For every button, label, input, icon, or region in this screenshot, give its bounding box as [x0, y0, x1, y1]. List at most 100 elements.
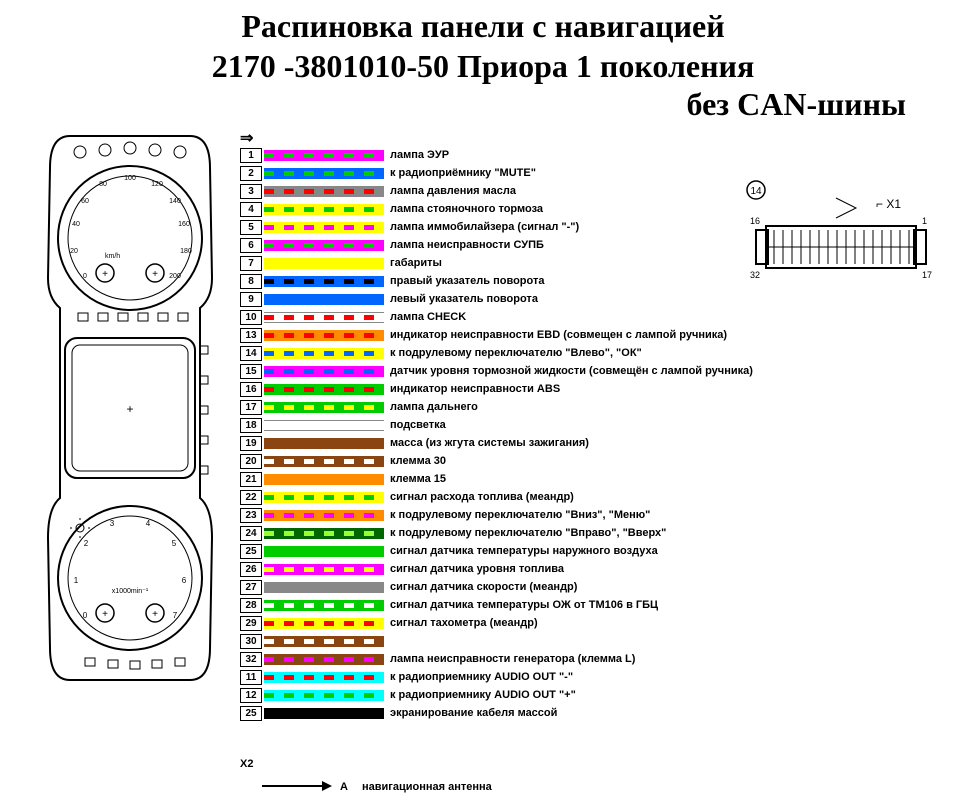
- pin-number: 11: [240, 670, 262, 685]
- svg-text:5: 5: [172, 539, 177, 548]
- connector-label: ⌐ X1: [876, 197, 901, 211]
- wire-color: [264, 672, 384, 683]
- pin-row: 29сигнал тахометра (меандр): [240, 614, 753, 632]
- pin-row: 9левый указатель поворота: [240, 290, 753, 308]
- pin-row: 17лампа дальнего: [240, 398, 753, 416]
- pin-number: 13: [240, 328, 262, 343]
- title-line2: 2170 -3801010-50 Приора 1 поколения: [0, 46, 966, 86]
- pin-row: 19 масса (из жгута системы зажигания): [240, 434, 753, 452]
- svg-text:+: +: [102, 269, 108, 280]
- pin-row: 10лампа CHECK: [240, 308, 753, 326]
- svg-text:km/h: km/h: [105, 253, 120, 260]
- svg-text:60: 60: [81, 198, 89, 205]
- pin-number: 1: [240, 148, 262, 163]
- svg-text:2: 2: [84, 539, 89, 548]
- wire-color: [264, 186, 384, 197]
- pin-label: сигнал датчика уровня топлива: [390, 563, 564, 575]
- pin-row: 1 лампа ЭУР: [240, 146, 753, 164]
- wire-color: [264, 330, 384, 341]
- wire-color: [264, 708, 384, 719]
- pin-label: сигнал расхода топлива (меандр): [390, 491, 574, 503]
- conn-bottom-right: 17: [922, 270, 932, 280]
- wire-color: [264, 636, 384, 647]
- diagram-title: Распиновка панели с навигацией 2170 -380…: [0, 0, 966, 124]
- pin-label: к подрулевому переключателю "Вправо", "В…: [390, 527, 666, 539]
- wire-color: [264, 492, 384, 503]
- svg-text:0: 0: [83, 611, 88, 620]
- pin-row: 7 габариты: [240, 254, 753, 272]
- wire-color: [264, 384, 384, 395]
- pin-row: 26 сигнал датчика уровня топлива: [240, 560, 753, 578]
- svg-text:80: 80: [99, 181, 107, 188]
- pin-row: 30: [240, 632, 753, 650]
- pin-label: экранирование кабеля массой: [390, 707, 557, 719]
- pin-label: габариты: [390, 257, 442, 269]
- pin-label: сигнал тахометра (меандр): [390, 617, 538, 629]
- pin-row: 22сигнал расхода топлива (меандр): [240, 488, 753, 506]
- pin-number: 16: [240, 382, 262, 397]
- pin-label: лампа иммобилайзера (сигнал "-"): [390, 221, 579, 233]
- pin-number: 7: [240, 256, 262, 271]
- pin-number: 20: [240, 454, 262, 469]
- svg-text:3: 3: [110, 519, 115, 528]
- antenna-text: навигационная антенна: [362, 781, 493, 793]
- pin-row: 13индикатор неисправности EBD (совмещен …: [240, 326, 753, 344]
- pin-row: 14к подрулевому переключателю "Влево", "…: [240, 344, 753, 362]
- wire-color: [264, 402, 384, 413]
- pin-number: 30: [240, 634, 262, 649]
- svg-text:40: 40: [72, 221, 80, 228]
- pin-number: 25: [240, 706, 262, 721]
- wire-color: [264, 546, 384, 557]
- connector-badge: 14: [750, 186, 762, 197]
- title-line3: без CAN-шины: [0, 84, 966, 124]
- pin-label: лампа давления масла: [390, 185, 516, 197]
- wire-color: [264, 168, 384, 179]
- pin-number: 18: [240, 418, 262, 433]
- pin-row: 8 правый указатель поворота: [240, 272, 753, 290]
- pin-number: 8: [240, 274, 262, 289]
- wire-color: [264, 690, 384, 701]
- pin-number: 14: [240, 346, 262, 361]
- wire-color: [264, 366, 384, 377]
- pin-label: клемма 30: [390, 455, 446, 467]
- wire-color: [264, 150, 384, 161]
- svg-text:160: 160: [178, 221, 190, 228]
- svg-text:180: 180: [180, 248, 192, 255]
- pin-number: 19: [240, 436, 262, 451]
- conn-top-left: 16: [750, 216, 760, 226]
- svg-text:6: 6: [182, 576, 187, 585]
- pin-number: 4: [240, 202, 262, 217]
- svg-text:120: 120: [151, 181, 163, 188]
- pin-number: 28: [240, 598, 262, 613]
- pin-label: правый указатель поворота: [390, 275, 544, 287]
- svg-text:+: +: [126, 402, 133, 416]
- pin-label: лампа CHECK: [390, 311, 466, 323]
- svg-text:100: 100: [124, 175, 136, 182]
- pin-number: 26: [240, 562, 262, 577]
- wire-color: [264, 456, 384, 467]
- pin-row: 21клемма 15: [240, 470, 753, 488]
- instrument-cluster-drawing: 0 20 40 60 80 100 120 140 160 180 200 km…: [30, 128, 230, 688]
- pin-row: 12к радиоприемнику AUDIO OUT "+": [240, 686, 753, 704]
- wire-color: [264, 582, 384, 593]
- pin-number: 27: [240, 580, 262, 595]
- svg-text:20: 20: [70, 248, 78, 255]
- wire-color: [264, 420, 384, 431]
- pin-label: масса (из жгута системы зажигания): [390, 437, 589, 449]
- svg-text:+: +: [152, 609, 158, 620]
- x2-antenna-row: А навигационная антенна: [262, 776, 562, 801]
- wire-color: [264, 312, 384, 323]
- pin-label: лампа ЭУР: [390, 149, 449, 161]
- pin-number: 17: [240, 400, 262, 415]
- pin-row: 5 лампа иммобилайзера (сигнал "-"): [240, 218, 753, 236]
- pin-row: 18подсветка: [240, 416, 753, 434]
- connector-x1-diagram: 14 ⌐ X1 16 32 1 17: [736, 178, 936, 298]
- wire-color: [264, 654, 384, 665]
- pin-row: 20 клемма 30: [240, 452, 753, 470]
- wire-color: [264, 438, 384, 449]
- pin-number: 5: [240, 220, 262, 235]
- wire-color: [264, 528, 384, 539]
- pin-number: 15: [240, 364, 262, 379]
- pin-row: 25 экранирование кабеля массой: [240, 704, 753, 722]
- pin-row: 28сигнал датчика температуры ОЖ от ТМ106…: [240, 596, 753, 614]
